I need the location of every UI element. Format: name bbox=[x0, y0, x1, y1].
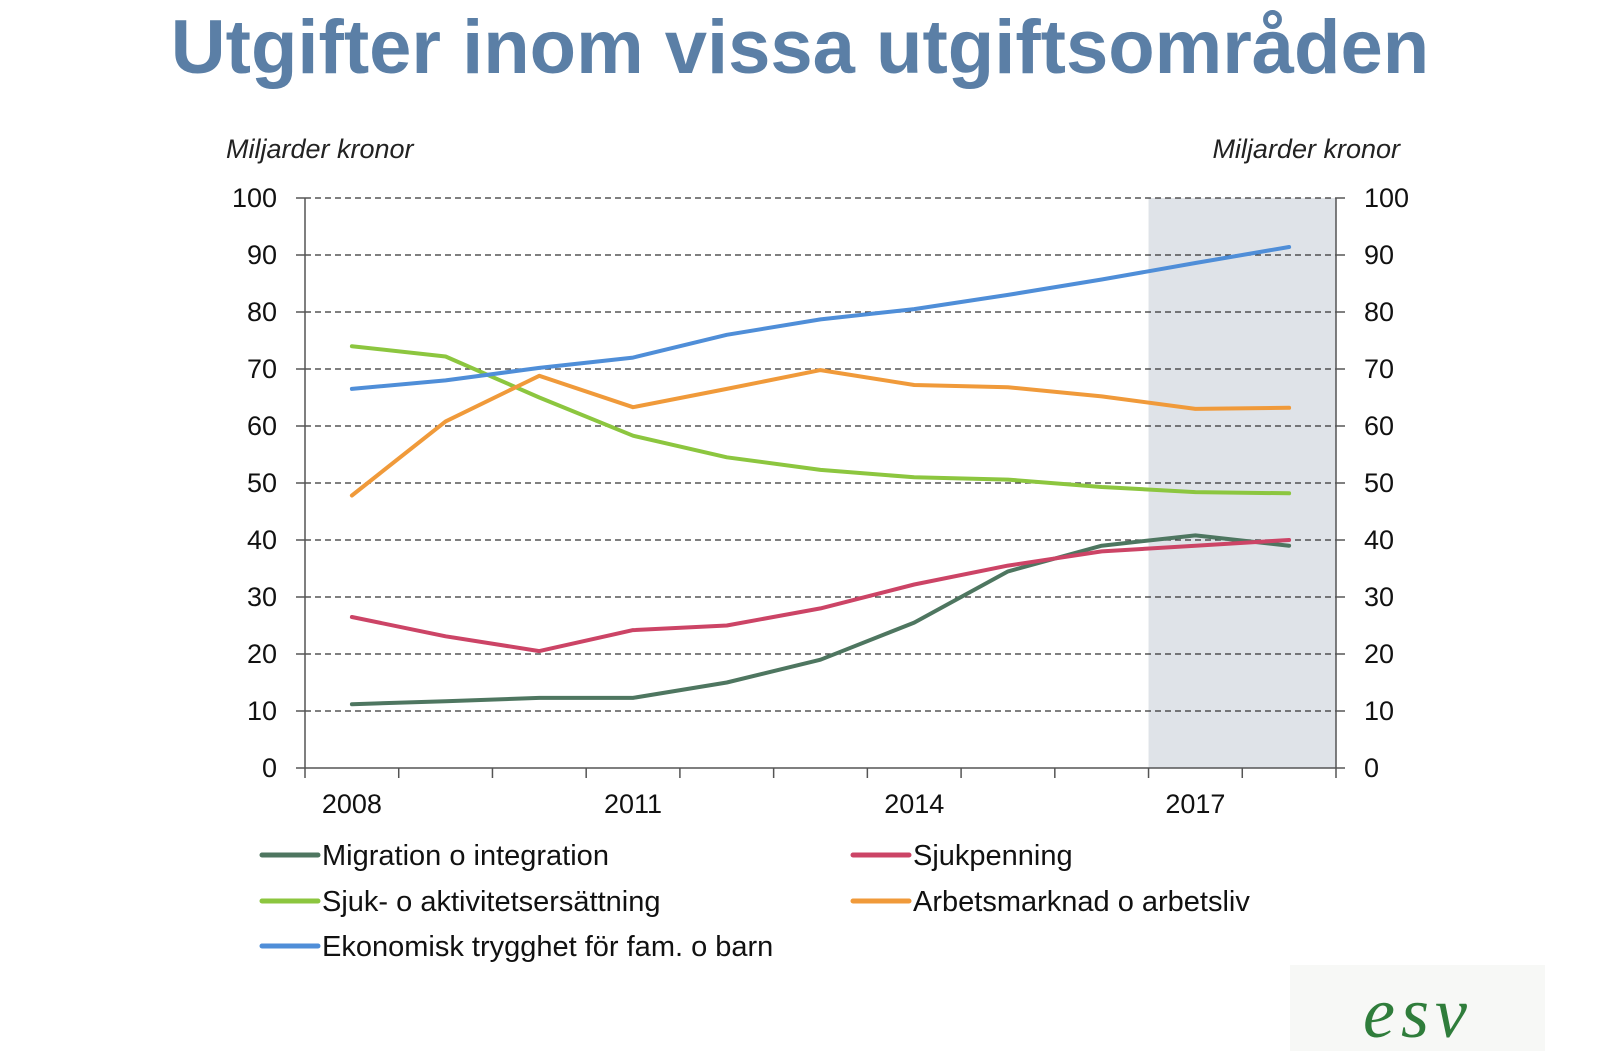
x-tick-label: 2008 bbox=[322, 789, 382, 819]
x-tick-label: 2017 bbox=[1165, 789, 1225, 819]
esv-logo: esv bbox=[1290, 965, 1545, 1051]
legend-label: Ekonomisk trygghet för fam. o barn bbox=[322, 931, 773, 963]
legend-label: Sjuk- o aktivitetsersättning bbox=[322, 886, 660, 918]
y-tick-label-right: 100 bbox=[1364, 183, 1409, 213]
y-tick-label-right: 40 bbox=[1364, 525, 1394, 555]
y-tick-label-right: 30 bbox=[1364, 582, 1394, 612]
axes bbox=[296, 197, 1345, 778]
y-tick-label-right: 10 bbox=[1364, 696, 1394, 726]
series-line-ekonomisk-trygghet-för-fam-o-barn bbox=[349, 245, 1292, 391]
y-axis-unit-left: Miljarder kronor bbox=[226, 134, 415, 164]
y-tick-label-left: 30 bbox=[247, 582, 277, 612]
y-tick-label-left: 100 bbox=[232, 183, 277, 213]
y-tick-label-left: 50 bbox=[247, 468, 277, 498]
y-tick-label-left: 70 bbox=[247, 354, 277, 384]
x-tick-label: 2014 bbox=[884, 789, 944, 819]
y-tick-label-left: 20 bbox=[247, 639, 277, 669]
y-tick-label-right: 70 bbox=[1364, 354, 1394, 384]
y-tick-label-left: 0 bbox=[262, 753, 277, 783]
series-line-migration-o-integration bbox=[349, 533, 1292, 707]
y-tick-label-left: 40 bbox=[247, 525, 277, 555]
legend-label: Arbetsmarknad o arbetsliv bbox=[913, 886, 1250, 918]
series-lines bbox=[349, 245, 1292, 707]
y-tick-label-left: 80 bbox=[247, 297, 277, 327]
y-tick-label-right: 90 bbox=[1364, 240, 1394, 270]
chart-title: Utgifter inom vissa utgiftsområden bbox=[170, 5, 1430, 90]
series-line-sjukpenning bbox=[349, 538, 1292, 654]
y-tick-label-right: 50 bbox=[1364, 468, 1394, 498]
x-tick-label: 2011 bbox=[604, 789, 662, 819]
y-tick-label-left: 90 bbox=[247, 240, 277, 270]
series-line-sjuk-o-aktivitetsersättning bbox=[349, 344, 1292, 496]
tick-labels: 0 0 10 10 20 20 30 30 40 40 50 50 60 60 70 70 80 80 90 90 10… bbox=[232, 183, 1409, 819]
logo-text: esv bbox=[1363, 973, 1473, 1051]
legend: Migration o integration Sjukpenning Sjuk- … bbox=[259, 840, 1250, 963]
y-tick-label-right: 80 bbox=[1364, 297, 1394, 327]
legend-label: Sjukpenning bbox=[913, 840, 1073, 872]
legend-label: Migration o integration bbox=[322, 840, 609, 872]
y-tick-label-right: 60 bbox=[1364, 411, 1394, 441]
y-tick-label-left: 10 bbox=[247, 696, 277, 726]
y-tick-label-right: 20 bbox=[1364, 639, 1394, 669]
y-tick-label-right: 0 bbox=[1364, 753, 1379, 783]
y-axis-unit-right: Miljarder kronor bbox=[1212, 134, 1401, 164]
series-line-arbetsmarknad-o-arbetsliv bbox=[349, 368, 1292, 498]
y-tick-label-left: 60 bbox=[247, 411, 277, 441]
